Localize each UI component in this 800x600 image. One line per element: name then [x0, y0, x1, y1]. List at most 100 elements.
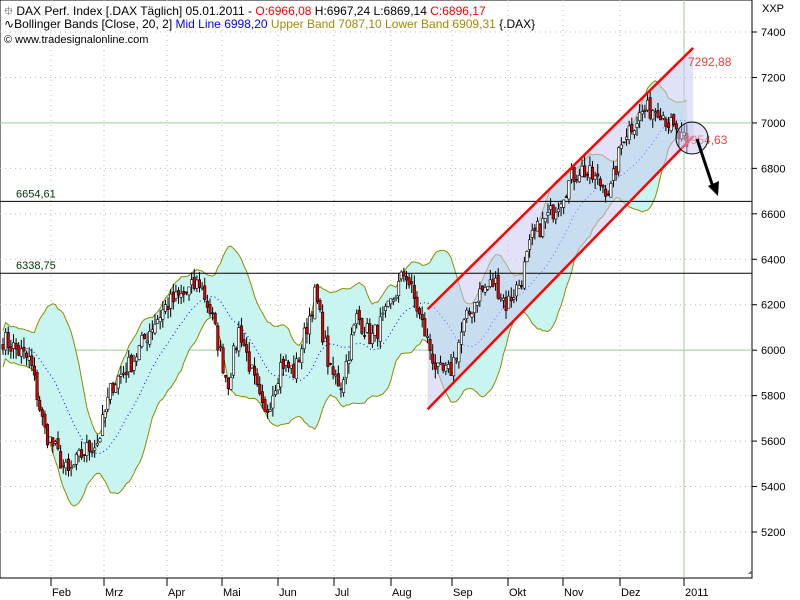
- candle: [287, 359, 291, 373]
- candle: [423, 312, 427, 337]
- candle: [80, 441, 84, 460]
- candle: [271, 385, 275, 417]
- candle-body: [221, 347, 225, 374]
- candle-body: [145, 340, 149, 343]
- candle-body: [567, 180, 571, 200]
- low-value: L:6869,14: [373, 4, 427, 18]
- candle: [321, 304, 325, 346]
- candle-body: [376, 325, 380, 339]
- candle-body: [40, 409, 44, 417]
- candle-body: [328, 363, 332, 365]
- candle: [640, 104, 644, 122]
- indicator-symbol: {.DAX}: [499, 17, 536, 31]
- candle: [124, 362, 128, 383]
- candle: [22, 337, 26, 360]
- x-tick-label: Jul: [335, 587, 349, 599]
- candle-body: [656, 110, 660, 118]
- candle-body: [184, 291, 188, 294]
- candle-body: [237, 327, 241, 352]
- candle: [425, 328, 429, 344]
- x-tick-label: Mai: [223, 587, 241, 599]
- y-tick-label: 7400: [761, 27, 785, 39]
- candle-body: [59, 451, 63, 469]
- candle-body: [229, 377, 233, 390]
- candle-body: [522, 261, 526, 289]
- candle: [601, 184, 605, 194]
- candle-body: [224, 375, 228, 378]
- candle: [525, 250, 529, 263]
- candle: [46, 423, 50, 449]
- candle-body: [82, 454, 86, 456]
- candle: [664, 116, 668, 132]
- candle-body: [30, 355, 34, 366]
- channel-lower-line: [426, 135, 695, 411]
- candle: [93, 439, 97, 458]
- candle: [67, 453, 71, 477]
- candle-body: [116, 375, 120, 389]
- candle-body: [135, 356, 139, 362]
- candle-body: [617, 147, 621, 173]
- candle: [617, 146, 621, 177]
- candle-body: [213, 313, 217, 324]
- candle-body: [106, 397, 110, 410]
- candle-body: [507, 295, 511, 309]
- candle: [161, 301, 165, 328]
- candle-body: [494, 277, 498, 284]
- candle: [140, 331, 144, 349]
- candle-body: [273, 390, 277, 395]
- candle: [203, 277, 207, 303]
- candle-body: [546, 212, 550, 216]
- y-tick-label: 7000: [761, 118, 785, 130]
- candle-body: [313, 286, 317, 320]
- candle: [106, 387, 110, 413]
- candle: [562, 199, 566, 215]
- candle-body: [25, 352, 29, 358]
- candle-body: [483, 287, 487, 293]
- candle-body: [425, 335, 429, 338]
- candle-body: [119, 373, 123, 377]
- candle-body: [619, 144, 623, 149]
- candle: [475, 301, 479, 313]
- candle-body: [53, 441, 57, 444]
- candle-body: [339, 388, 343, 391]
- candle: [25, 350, 29, 366]
- candle-body: [11, 342, 15, 349]
- candle-body: [279, 362, 283, 388]
- candle-body: [614, 166, 618, 175]
- candle-body: [625, 136, 629, 140]
- candle: [515, 281, 519, 302]
- candle: [556, 202, 560, 217]
- candle: [158, 309, 162, 330]
- candle-body: [17, 345, 21, 356]
- y-tick-label: 6400: [761, 254, 785, 266]
- x-tick-label: Dez: [621, 587, 641, 599]
- candle-body: [459, 331, 463, 345]
- candle-body: [496, 274, 500, 299]
- candle-body: [156, 319, 160, 324]
- candle-body: [255, 373, 259, 385]
- candle: [137, 344, 141, 361]
- candle-body: [632, 130, 636, 135]
- candle: [255, 368, 259, 387]
- bollinger-band-fill: [3, 80, 687, 507]
- candle-body: [674, 123, 678, 130]
- mid-line: [2, 119, 687, 455]
- candle-body: [418, 308, 422, 315]
- candle-body: [334, 374, 338, 377]
- candle-body: [67, 458, 71, 471]
- candle-body: [124, 372, 128, 376]
- header-source-line: © www.tradesignalonline.com: [4, 34, 148, 46]
- candle: [116, 375, 120, 395]
- candle: [643, 104, 647, 119]
- candle: [418, 306, 422, 319]
- candle: [632, 129, 636, 139]
- candle-body: [101, 414, 105, 436]
- y-tick-label: 6200: [761, 300, 785, 312]
- candle-body: [211, 312, 215, 315]
- candle: [177, 287, 181, 304]
- candle-body: [646, 99, 650, 111]
- candle: [378, 307, 382, 349]
- candle: [661, 111, 665, 121]
- candle-body: [35, 372, 39, 401]
